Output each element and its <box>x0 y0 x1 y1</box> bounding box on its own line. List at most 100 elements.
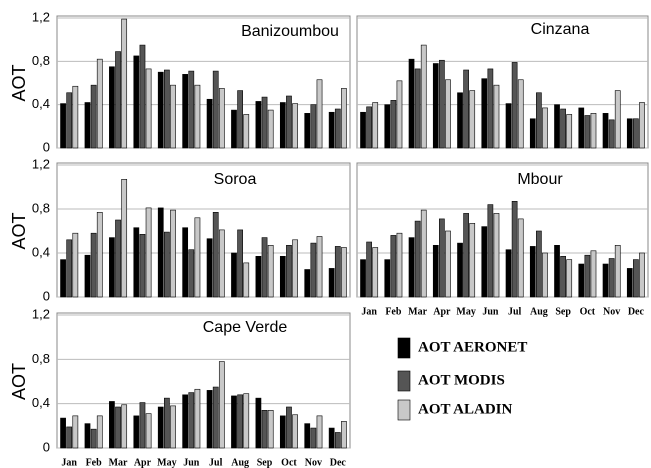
bar <box>261 410 268 449</box>
bar <box>633 259 639 298</box>
bar <box>608 119 615 149</box>
bar <box>109 237 115 298</box>
bar <box>231 252 237 298</box>
y-tick-label: 0 <box>43 439 50 454</box>
bar <box>366 106 372 149</box>
bar <box>109 401 115 449</box>
bar <box>243 114 250 149</box>
bar <box>396 80 403 149</box>
bar <box>212 70 219 149</box>
x-tick-label: Jul <box>209 457 223 468</box>
bar <box>310 242 317 298</box>
bar <box>66 92 73 149</box>
bar <box>243 262 250 298</box>
y-tick-label: 1,2 <box>32 9 50 24</box>
bar <box>109 66 115 149</box>
bar <box>469 90 476 149</box>
bar <box>267 245 274 298</box>
x-tick-label: Aug <box>530 306 548 317</box>
x-tick-label: Sep <box>555 306 571 317</box>
bar <box>206 390 213 449</box>
bar <box>432 245 439 298</box>
y-tick-label: 0,8 <box>32 351 50 366</box>
bar <box>194 388 201 449</box>
bar <box>292 239 298 298</box>
bar <box>457 242 463 298</box>
bar <box>261 237 268 298</box>
bar <box>292 414 298 449</box>
y-tick-label: 0,4 <box>32 244 50 259</box>
bar <box>432 63 439 149</box>
bar <box>463 213 469 298</box>
bar <box>626 118 633 149</box>
bar <box>372 247 379 298</box>
bar <box>145 68 152 149</box>
bar <box>72 85 79 149</box>
bar <box>218 361 225 449</box>
bar <box>218 88 225 149</box>
x-tick-label: Jan <box>361 306 377 317</box>
bar <box>96 212 103 298</box>
x-tick-label: Apr <box>433 306 451 317</box>
bar <box>487 68 494 149</box>
bar <box>115 406 121 449</box>
bar <box>542 107 548 149</box>
panel-title: Cape Verde <box>203 319 288 336</box>
bar <box>414 220 421 298</box>
bar <box>457 92 463 149</box>
bar <box>157 406 164 449</box>
bar <box>157 71 164 149</box>
bar <box>157 207 164 298</box>
bar <box>170 209 176 298</box>
bar <box>584 254 591 298</box>
bar <box>341 88 347 149</box>
bar <box>60 417 66 449</box>
bar <box>608 258 615 298</box>
x-tick-label: Sep <box>257 457 273 468</box>
bar <box>334 432 341 449</box>
bar <box>334 246 341 298</box>
bar <box>560 108 566 149</box>
bar <box>194 217 201 298</box>
bar <box>267 109 274 149</box>
y-tick-label: 0,4 <box>32 96 50 111</box>
bar <box>139 402 146 449</box>
bar <box>360 111 366 149</box>
bar <box>255 101 262 149</box>
bar <box>231 109 237 149</box>
bar <box>578 263 585 298</box>
bar <box>328 111 335 149</box>
bar <box>439 218 445 298</box>
bar <box>90 84 97 149</box>
bar <box>310 104 317 149</box>
bar <box>602 113 609 149</box>
bar <box>66 426 73 449</box>
bar <box>566 114 573 149</box>
y-axis-label: AOT <box>9 363 29 400</box>
x-tick-label: Jun <box>183 457 200 468</box>
panel-title: Mbour <box>517 171 563 188</box>
bar <box>328 427 335 449</box>
bar <box>72 415 79 449</box>
bar <box>145 413 152 449</box>
bar <box>206 98 213 149</box>
bar <box>212 386 219 449</box>
x-tick-label: Jul <box>508 306 522 317</box>
y-axis-label: AOT <box>9 64 29 101</box>
bar <box>341 421 347 449</box>
y-tick-label: 0 <box>43 288 50 303</box>
x-tick-label: Mar <box>408 306 427 317</box>
bar <box>566 259 573 298</box>
bar <box>517 79 524 149</box>
bar <box>316 236 323 298</box>
bar <box>511 62 518 149</box>
bar <box>487 204 494 298</box>
bar <box>292 103 298 149</box>
y-tick-label: 1,2 <box>32 306 50 321</box>
bar <box>304 269 311 298</box>
bar <box>237 394 243 449</box>
bar <box>133 415 140 449</box>
bar <box>96 58 103 149</box>
panel-title: Cinzana <box>531 21 590 38</box>
y-tick-label: 0,8 <box>32 200 50 215</box>
